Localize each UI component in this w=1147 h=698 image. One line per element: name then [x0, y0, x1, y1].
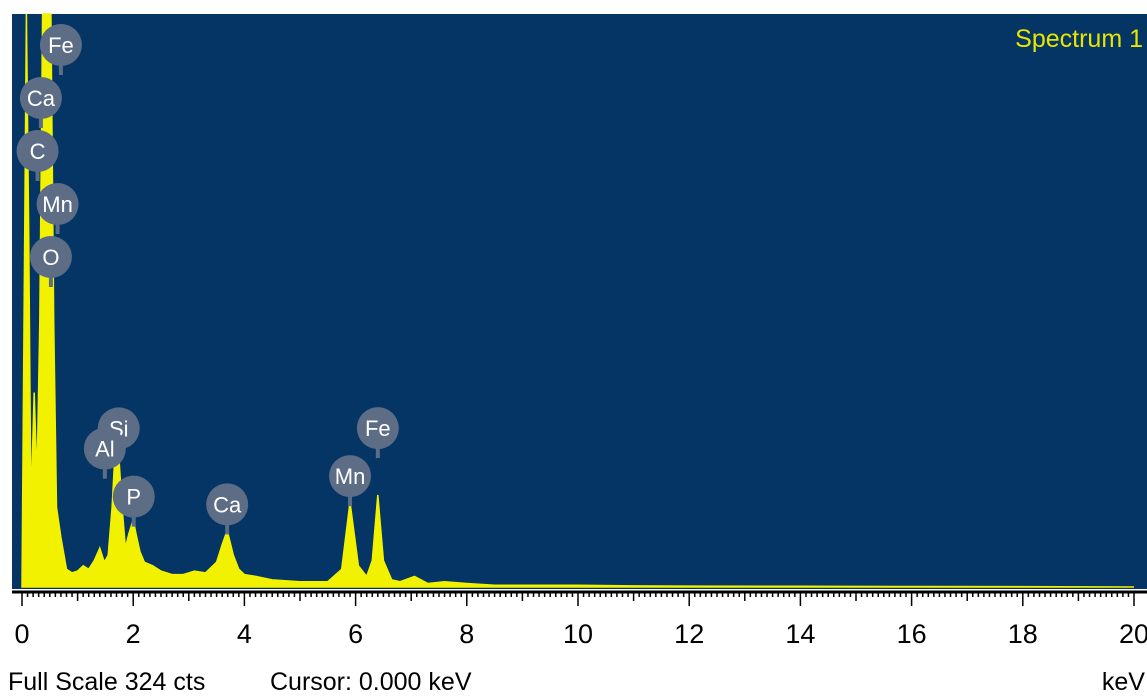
spectrum-title: Spectrum 1: [1015, 25, 1143, 53]
marker-label: Ca: [213, 492, 242, 517]
x-tick-label: 2: [126, 619, 141, 649]
x-tick-label: 14: [785, 619, 815, 649]
x-axis: 0 2 4 6 8 10 12 14 16 18 20: [12, 590, 1147, 649]
marker-label: Ca: [27, 86, 56, 111]
element-marker-al: Al: [83, 427, 126, 479]
marker-label: Al: [95, 437, 115, 462]
marker-badge: [39, 24, 82, 66]
marker-badge: [206, 483, 249, 526]
plot-background: [12, 14, 1147, 589]
marker-label: C: [30, 139, 46, 164]
x-tick-label: 4: [237, 619, 252, 649]
spectrum-layer: [21, 13, 1135, 588]
element-marker-mn: Mn: [329, 455, 372, 507]
element-marker-c: C: [16, 130, 59, 181]
element-marker-ca: Ca: [206, 483, 249, 535]
marker-label: Mn: [42, 192, 73, 217]
element-marker-p: P: [112, 475, 155, 527]
x-tick-label: 10: [563, 619, 593, 649]
cursor-readout: Cursor: 0.000 keV: [270, 668, 472, 696]
element-marker-fe: Fe: [356, 407, 399, 459]
marker-badge: [329, 455, 372, 498]
x-tick-label: 16: [897, 619, 927, 649]
x-tick-label: 18: [1008, 619, 1038, 649]
marker-label: Fe: [365, 416, 391, 441]
element-marker-fe: Fe: [39, 24, 82, 75]
marker-badge: [83, 427, 126, 470]
x-tick-label: 20: [1119, 619, 1147, 649]
full-scale-readout: Full Scale 324 cts: [8, 668, 205, 696]
marker-badge: [112, 475, 155, 518]
marker-label: P: [126, 485, 141, 510]
marker-label: Mn: [335, 464, 366, 489]
x-tick-label: 6: [348, 619, 363, 649]
marker-badge: [16, 130, 59, 172]
spectrum-series-0: [21, 13, 1135, 588]
marker-label: O: [42, 245, 59, 270]
marker-badge: [356, 407, 399, 450]
marker-badge: [29, 236, 72, 278]
x-tick-label: 8: [459, 619, 474, 649]
x-tick-label: 0: [14, 619, 29, 649]
marker-badge: [36, 183, 79, 225]
unit-label: keV: [1102, 668, 1145, 696]
x-tick-label: 12: [674, 619, 704, 649]
element-marker-o: O: [29, 236, 72, 287]
element-marker-mn: Mn: [36, 183, 79, 234]
marker-badge: [19, 77, 62, 119]
marker-label: Fe: [48, 33, 74, 58]
element-marker-ca: Ca: [19, 77, 62, 128]
